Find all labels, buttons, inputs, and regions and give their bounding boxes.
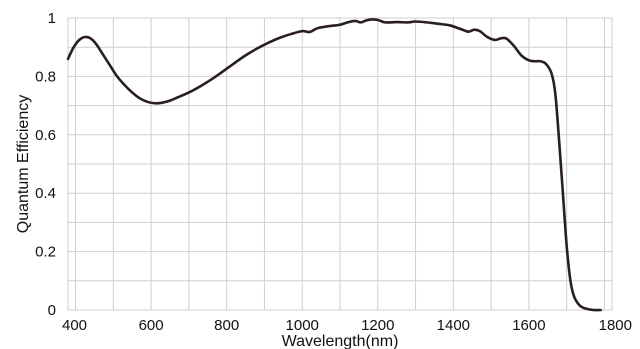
y-tick-label: 0.2 [35,244,56,261]
y-axis-label: Quantum Efficiency [15,95,32,233]
x-tick-label: 600 [139,317,164,334]
plot-frame [67,17,613,311]
x-tick-label: 1000 [286,317,319,334]
x-tick-label: 1400 [437,317,470,334]
y-tick-label: 0.4 [35,185,56,202]
x-tick-label: 1200 [361,317,394,334]
y-tick-label: 0 [48,302,56,319]
x-axis-label: Wavelength(nm) [282,333,399,349]
series-line [66,18,602,312]
y-tick-label: 0.8 [35,68,56,85]
x-tick-label: 1600 [512,317,545,334]
series-layer [66,18,602,312]
grid [68,17,612,311]
y-tick-label: 0.6 [35,127,56,144]
x-tick-label: 1800 [599,317,632,334]
x-tick-labels: 400 600 800 1000 1200 1400 1600 1800 [62,317,632,334]
x-tick-label: 400 [62,317,87,334]
y-tick-labels: 0 0.2 0.4 0.6 0.8 1 [35,10,56,319]
y-tick-label: 1 [48,10,56,27]
x-tick-label: 800 [214,317,239,334]
